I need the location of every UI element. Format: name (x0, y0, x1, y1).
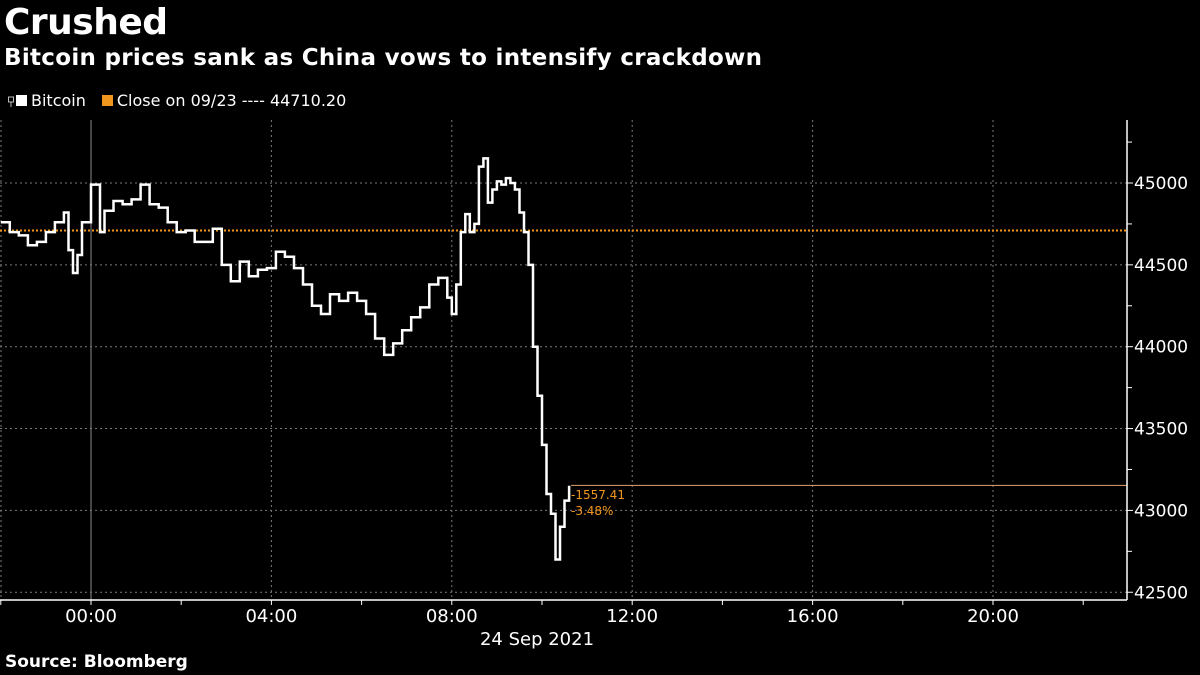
x-tick-label: 16:00 (787, 606, 839, 627)
x-tick-label: 00:00 (65, 606, 117, 627)
x-tick-label: 20:00 (967, 606, 1019, 627)
chart-subtitle: Bitcoin prices sank as China vows to int… (4, 45, 763, 71)
legend-label-close: Close on 09/23 ---- 44710.20 (116, 91, 347, 110)
bitcoin-line (0, 157, 571, 561)
candlestick-icon (8, 96, 14, 107)
y-tick-label: 43000 (1134, 501, 1188, 521)
axes: 42500 43000 43500 44000 44500 45000 00:00 04:00… (0, 120, 1188, 627)
chart-title: Crushed (4, 2, 168, 43)
source-note: Source: Bloomberg (5, 652, 188, 672)
y-tick-label: 42500 (1134, 583, 1188, 603)
x-axis-date-label: 24 Sep 2021 (480, 629, 594, 650)
legend-swatch-white (16, 95, 27, 106)
change-pct-label: -3.48% (571, 504, 613, 518)
legend-item-bitcoin: Bitcoin (8, 91, 86, 110)
x-tick-label: 08:00 (426, 606, 478, 627)
price-path (0, 157, 571, 561)
legend-label-bitcoin: Bitcoin (31, 91, 86, 110)
y-tick-label: 44500 (1134, 256, 1188, 276)
y-tick-label: 45000 (1134, 174, 1188, 194)
x-tick-label: 04:00 (245, 606, 297, 627)
legend: Bitcoin Close on 09/23 ---- 44710.20 (8, 91, 362, 110)
x-tick-label: 12:00 (606, 606, 658, 627)
legend-swatch-orange (101, 95, 113, 106)
legend-item-close: Close on 09/23 ---- 44710.20 (101, 91, 347, 110)
y-tick-label: 44000 (1134, 338, 1188, 358)
change-abs-label: -1557.41 (571, 488, 625, 502)
y-tick-label: 43500 (1134, 420, 1188, 440)
